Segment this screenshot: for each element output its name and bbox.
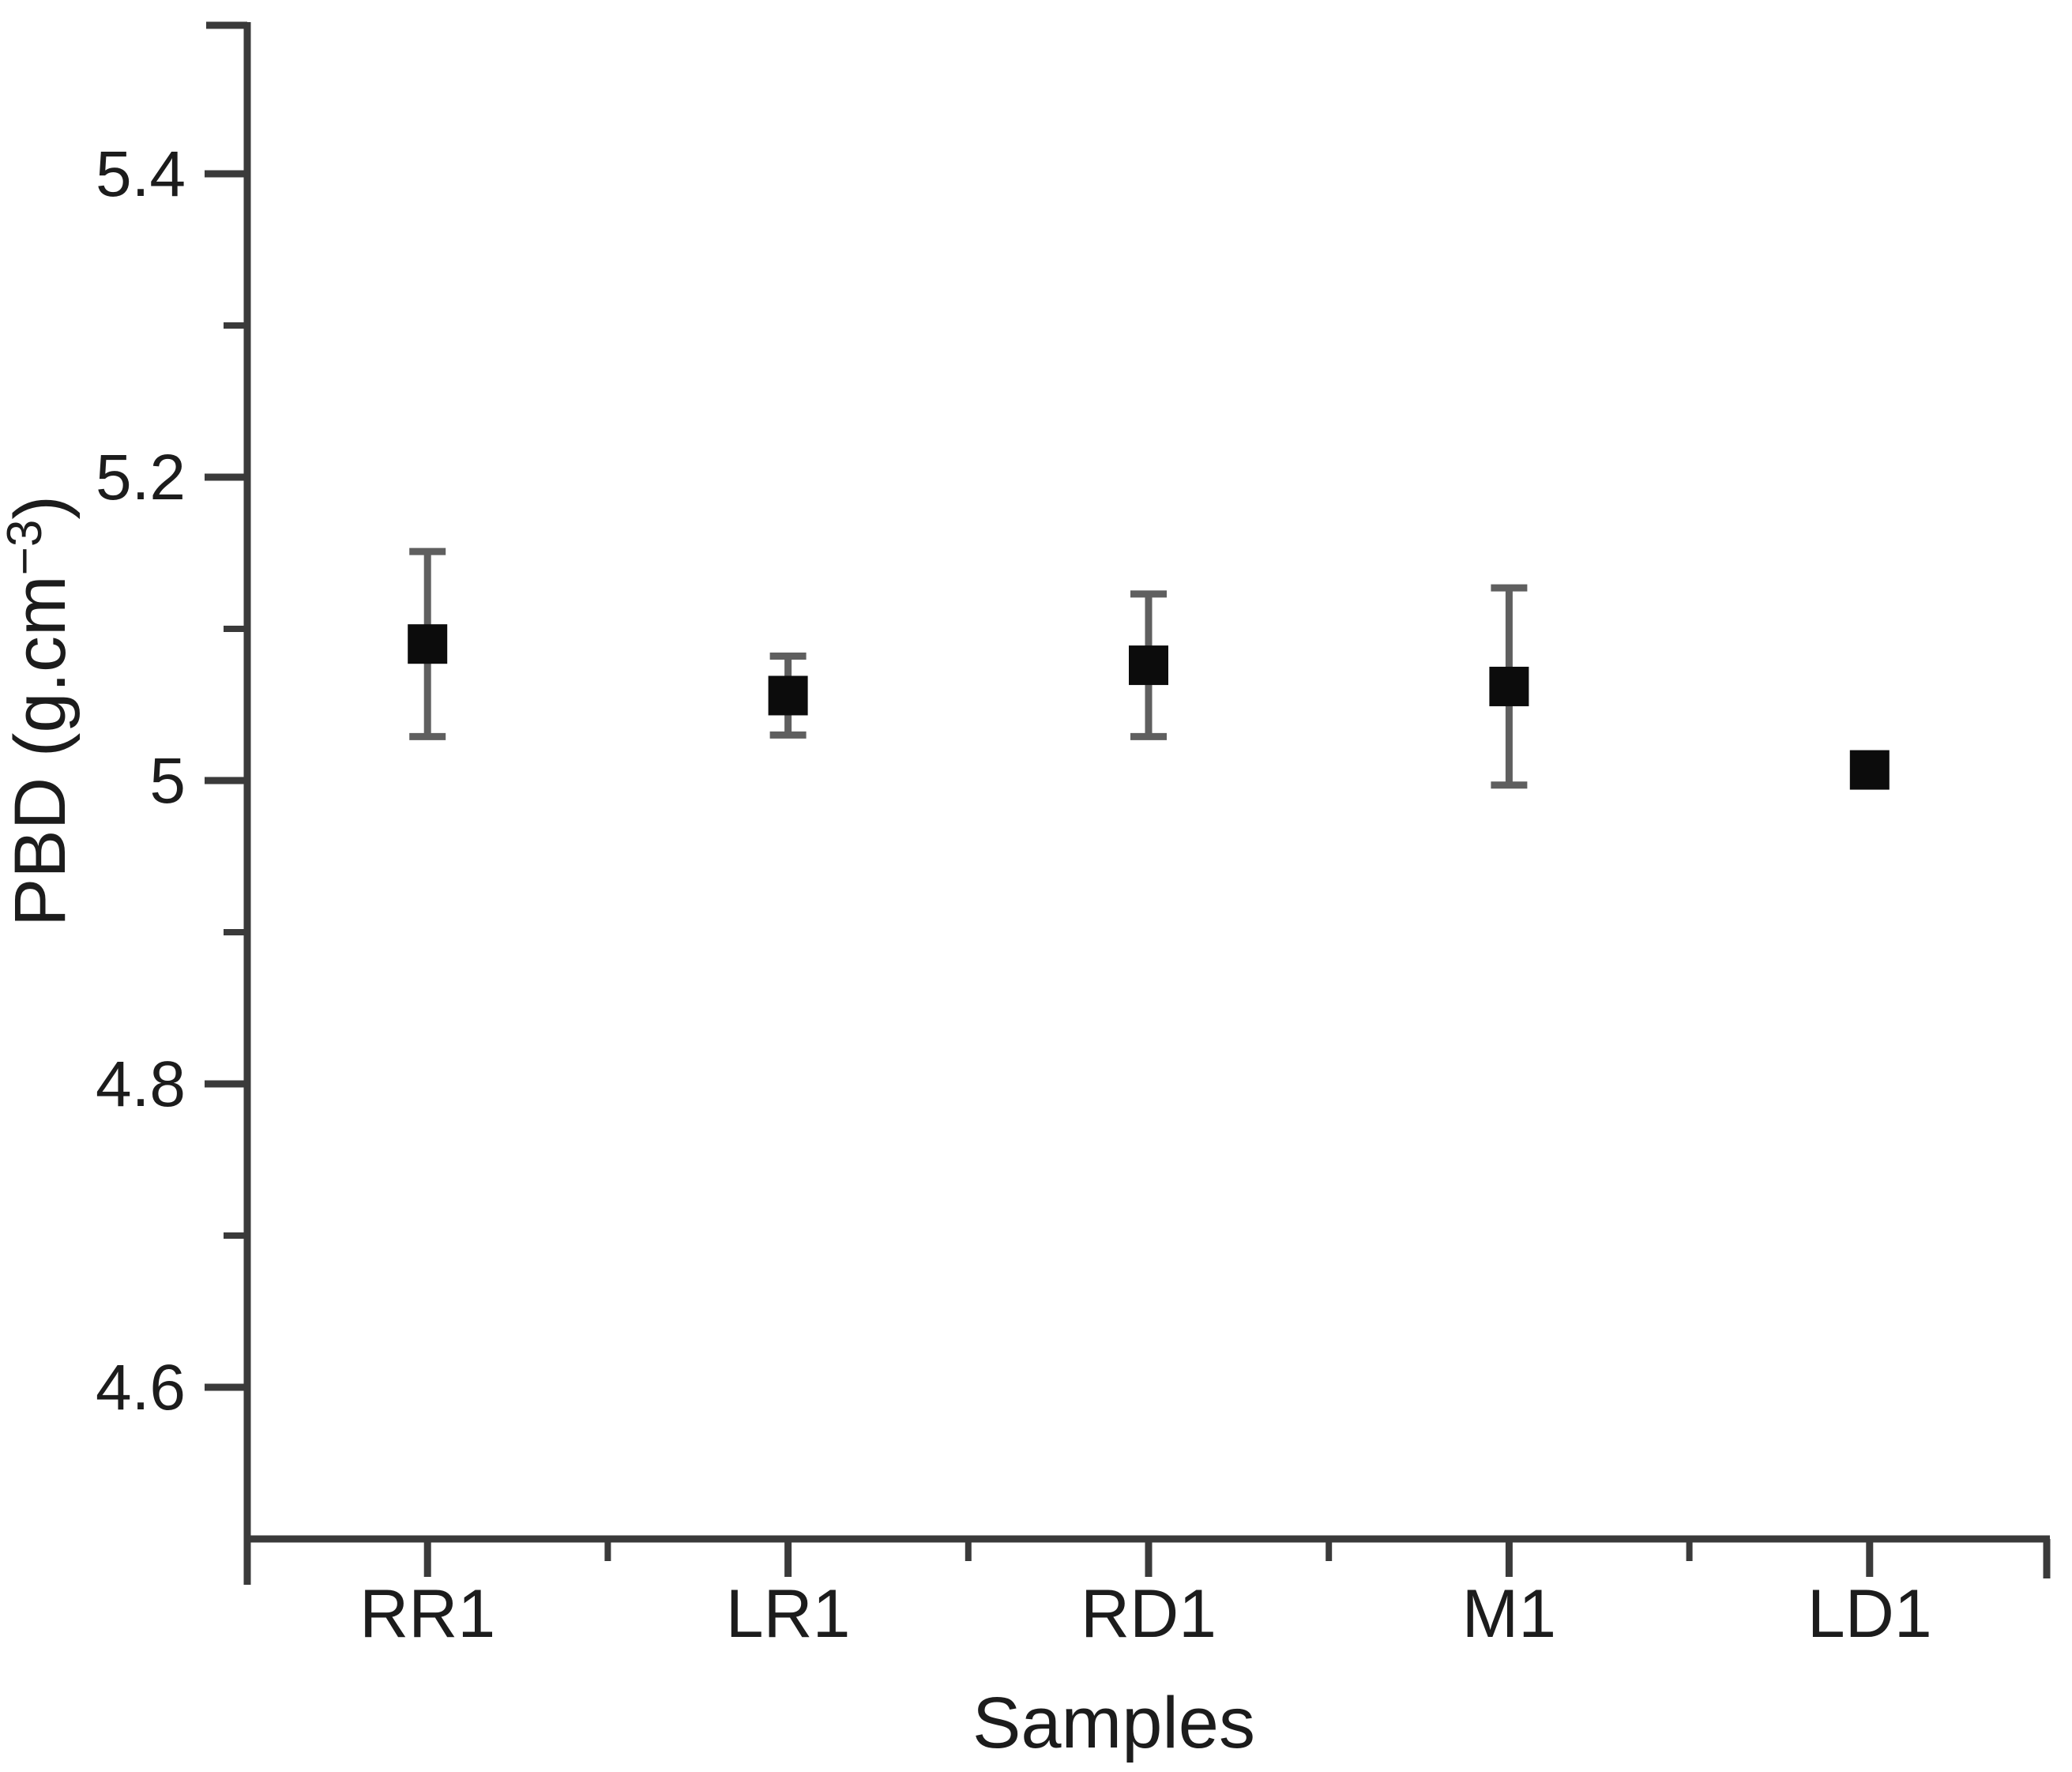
data-point-RR1 xyxy=(408,547,448,740)
y-tick-label: 5.4 xyxy=(96,138,186,210)
axes xyxy=(206,21,2051,1585)
y-axis-title-text: PBD (g.cm−3) xyxy=(0,495,81,927)
data-point-LR1 xyxy=(768,653,808,739)
data-points xyxy=(408,547,1890,790)
x-tick-label: LR1 xyxy=(726,1576,851,1652)
x-axis-title: Samples xyxy=(972,1683,1255,1763)
marker-square xyxy=(1849,750,1890,790)
marker-square xyxy=(768,675,808,716)
marker-square xyxy=(1489,666,1529,706)
y-tick-label: 4.8 xyxy=(96,1048,186,1120)
marker-square xyxy=(1129,645,1168,686)
marker-square xyxy=(408,624,448,664)
y-tick-label: 5 xyxy=(149,745,186,817)
x-tick-label: RR1 xyxy=(359,1576,495,1652)
x-tick-label: M1 xyxy=(1462,1576,1556,1652)
x-axis-ticks: RR1 LR1 RD1 M1 LD1 xyxy=(359,1539,1932,1652)
x-tick-label: LD1 xyxy=(1807,1576,1932,1652)
data-point-M1 xyxy=(1489,584,1529,789)
y-axis-title-label: PBD (g.cm−3) xyxy=(0,495,81,927)
y-tick-label: 5.2 xyxy=(96,442,186,514)
data-point-RD1 xyxy=(1129,590,1168,740)
y-axis-title: PBD (g.cm−3) xyxy=(0,495,81,927)
x-tick-label: RD1 xyxy=(1081,1576,1217,1652)
data-point-LD1 xyxy=(1849,750,1890,790)
y-axis-ticks: 5.4 5.2 5 4.8 4.6 xyxy=(96,138,247,1424)
y-tick-label: 4.6 xyxy=(96,1352,186,1424)
